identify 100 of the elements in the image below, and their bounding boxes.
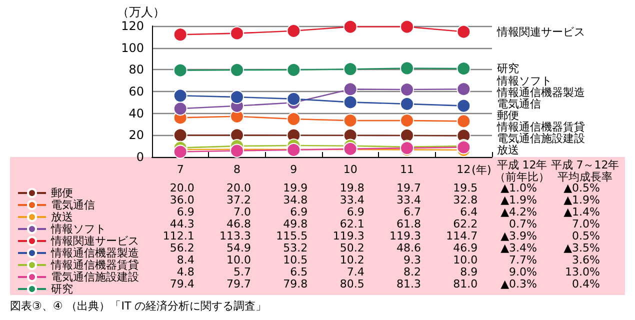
point	[343, 20, 358, 34]
data-label: 33.4	[396, 194, 421, 206]
point	[343, 82, 358, 96]
text: 平均成長率	[558, 170, 612, 184]
data-label: 79.4	[170, 278, 194, 290]
data-label: 54.9	[226, 242, 251, 254]
y-axis-title: （万人）	[117, 5, 165, 19]
text: ▲1.0%	[500, 182, 537, 194]
data-label: 32.8	[453, 194, 478, 206]
text: 図表③、④ （出典）「IT の経済分析に関する調査」	[10, 300, 267, 312]
data-label: 62.1	[340, 218, 364, 230]
data-label: 19.8	[340, 182, 364, 194]
text: 0.4%	[572, 278, 600, 290]
point	[456, 114, 471, 128]
data-label: 79.8	[283, 278, 308, 290]
data-label: 113.3	[220, 230, 251, 242]
legend-label: 電気通信施設建設	[51, 270, 139, 284]
point	[286, 112, 301, 126]
x-tick-label: 8	[234, 163, 240, 176]
text: 電気通信施設建設	[497, 132, 585, 146]
data-label: 5.7	[234, 266, 251, 278]
text: 情報関連サービス	[497, 25, 585, 38]
data-label: 36.0	[170, 194, 194, 206]
legend-label: 研究	[51, 282, 73, 296]
legend-label: 情報ソフト	[50, 222, 106, 236]
text: ▲3.9%	[500, 230, 537, 242]
point	[173, 144, 188, 159]
point	[343, 62, 358, 76]
y-tick-label: 0	[136, 150, 144, 164]
legend-label: 情報関連サービス	[50, 234, 139, 248]
data-label: 19.7	[396, 182, 421, 194]
data-label: 115.5	[276, 230, 308, 242]
data-label: 19.9	[283, 182, 308, 194]
point	[400, 20, 414, 34]
data-label: 80.5	[340, 278, 364, 290]
data-label: 6.9	[290, 206, 308, 218]
data-label: 46.9	[453, 242, 478, 254]
data-label: 119.3	[390, 230, 421, 242]
point	[286, 92, 301, 106]
point	[173, 128, 188, 142]
x-tick-label: 12	[456, 163, 471, 176]
text: 7.7%	[509, 254, 537, 266]
point	[456, 82, 471, 96]
data-label: 6.9	[176, 206, 194, 218]
text: 平成 12年	[496, 158, 548, 172]
point	[286, 62, 301, 77]
data-label: 10.0	[226, 254, 251, 266]
text: （前年比）	[494, 170, 550, 184]
text: 0.5%	[572, 230, 600, 242]
x-tick-label: 10	[343, 163, 358, 176]
data-label: 8.2	[404, 266, 421, 278]
point	[173, 28, 188, 42]
text: ▲3.5%	[564, 242, 600, 254]
data-label: 6.9	[346, 206, 364, 218]
data-label: 49.8	[283, 218, 308, 230]
text: ▲0.5%	[564, 182, 600, 194]
point	[456, 62, 471, 76]
data-label: 119.3	[332, 230, 364, 242]
x-tick-label: 7	[176, 163, 184, 176]
data-label: 56.2	[170, 242, 194, 254]
data-label: 20.0	[226, 182, 251, 194]
data-label: 61.8	[396, 218, 421, 230]
point	[173, 63, 188, 78]
point	[230, 26, 244, 40]
data-label: 81.3	[396, 278, 421, 290]
point	[400, 114, 414, 128]
text: ▲0.3%	[500, 278, 537, 290]
text: 電気通信	[497, 98, 541, 111]
text: ▲1.9%	[564, 194, 600, 206]
data-label: 4.8	[176, 266, 194, 278]
data-label: 44.3	[170, 218, 194, 230]
text: ▲1.9%	[500, 194, 537, 206]
point	[173, 88, 188, 103]
text: 平成 7～12年	[550, 158, 620, 172]
data-label: 10.5	[283, 254, 308, 266]
legend-label: 情報通信機器製造	[50, 246, 139, 260]
point	[400, 96, 414, 111]
point	[286, 24, 301, 38]
x-tick-label: 11	[400, 163, 414, 176]
point	[343, 95, 358, 110]
y-tick-label: 100	[121, 40, 144, 55]
data-label: 62.2	[453, 218, 478, 230]
data-label: 6.5	[290, 266, 308, 278]
point	[400, 128, 414, 142]
x-axis-title: (年)	[472, 164, 492, 176]
data-label: 79.7	[226, 278, 251, 290]
data-label: 20.0	[170, 182, 194, 194]
data-label: 8.9	[460, 266, 478, 278]
text: 7.0%	[572, 218, 600, 230]
text: 9.0%	[509, 266, 537, 278]
text: 放送	[497, 144, 519, 157]
data-label: 46.8	[226, 218, 251, 230]
text: 郵便	[497, 109, 519, 122]
point	[400, 82, 414, 97]
data-label: 114.7	[446, 230, 478, 242]
text: ▲4.2%	[500, 206, 537, 218]
point	[173, 102, 188, 116]
point	[456, 98, 471, 113]
y-tick-label: 40	[128, 106, 144, 120]
data-label: 50.2	[340, 242, 364, 254]
